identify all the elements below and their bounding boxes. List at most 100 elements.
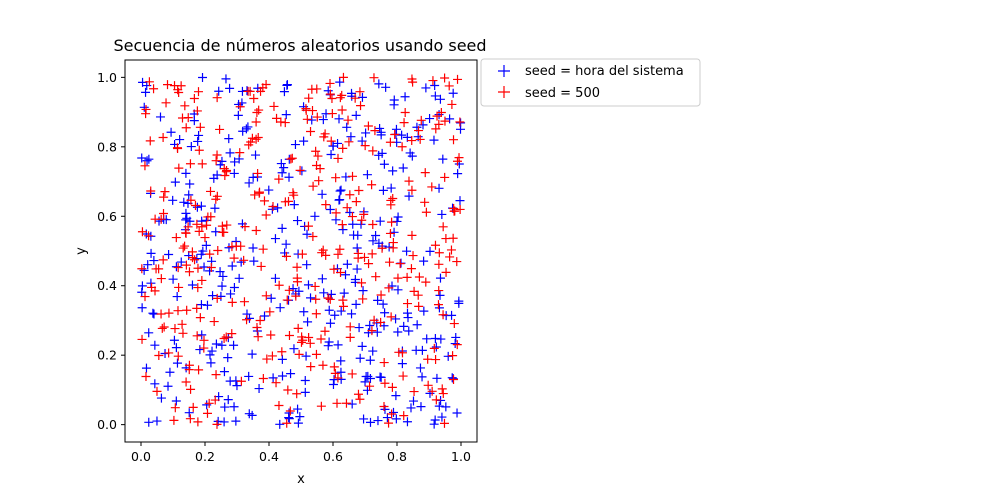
data-point <box>252 107 262 117</box>
data-point <box>168 195 178 205</box>
data-point <box>145 136 155 146</box>
data-point <box>150 379 160 389</box>
data-point <box>199 335 209 345</box>
data-point <box>185 159 195 169</box>
data-point <box>333 373 343 383</box>
data-point <box>379 159 389 169</box>
data-point <box>289 344 299 354</box>
data-point <box>141 229 151 239</box>
data-point <box>203 212 213 222</box>
data-point <box>229 340 239 350</box>
data-point <box>445 252 455 262</box>
data-point <box>317 274 327 284</box>
data-point <box>181 377 191 387</box>
data-point <box>246 137 256 147</box>
data-point <box>243 86 253 96</box>
data-point <box>452 340 462 350</box>
data-point <box>430 80 440 90</box>
data-point <box>254 384 264 394</box>
y-tick-label: 0.8 <box>97 139 117 154</box>
data-point <box>316 334 326 344</box>
data-point <box>159 192 169 202</box>
data-point <box>190 255 200 265</box>
data-point <box>434 259 444 269</box>
data-point <box>334 114 344 124</box>
data-point <box>159 322 169 332</box>
data-point <box>192 303 202 313</box>
data-point <box>154 216 164 226</box>
data-point <box>227 329 237 339</box>
data-point <box>357 136 367 146</box>
data-point <box>367 326 377 336</box>
data-point <box>217 281 227 291</box>
data-point <box>314 176 324 186</box>
data-point <box>164 249 174 259</box>
data-point <box>303 280 313 290</box>
data-point <box>301 104 311 114</box>
data-point <box>171 343 181 353</box>
data-point <box>213 246 223 256</box>
data-point <box>234 273 244 283</box>
data-point <box>449 135 459 145</box>
data-point <box>181 228 191 238</box>
data-point <box>434 119 444 129</box>
data-point <box>244 371 254 381</box>
data-point <box>325 294 335 304</box>
data-point <box>270 234 280 244</box>
data-point <box>357 92 367 102</box>
data-point <box>447 99 457 109</box>
data-point <box>236 376 246 386</box>
data-point <box>446 245 456 255</box>
data-point <box>235 148 245 158</box>
data-point <box>385 228 395 238</box>
data-point <box>258 244 268 254</box>
data-point <box>455 196 465 206</box>
data-point <box>177 319 187 329</box>
data-point <box>256 261 266 271</box>
data-point <box>338 72 348 82</box>
data-point <box>188 402 198 412</box>
data-point <box>380 308 390 318</box>
data-point <box>247 349 257 359</box>
data-point <box>391 391 401 401</box>
data-point <box>393 273 403 283</box>
data-point <box>356 101 366 111</box>
data-point <box>368 346 378 356</box>
data-point <box>325 78 335 88</box>
data-point <box>338 225 348 235</box>
data-point <box>227 261 237 271</box>
data-point <box>239 297 249 307</box>
data-point <box>420 197 430 207</box>
data-point <box>436 395 446 405</box>
x-tick-label: 0.6 <box>323 449 343 464</box>
data-point <box>219 164 229 174</box>
data-point <box>375 123 385 133</box>
data-point <box>212 419 222 429</box>
data-point <box>211 339 221 349</box>
data-point <box>434 183 444 193</box>
data-point <box>219 367 229 377</box>
data-point <box>399 321 409 331</box>
data-point <box>216 291 226 301</box>
data-point <box>323 341 333 351</box>
data-point <box>195 122 205 132</box>
data-point <box>414 126 424 136</box>
data-point <box>195 313 205 323</box>
data-point <box>249 256 259 266</box>
data-point <box>215 124 225 134</box>
data-point <box>258 83 268 93</box>
data-point <box>331 173 341 183</box>
data-point <box>274 174 284 184</box>
legend-marker-red <box>498 86 510 98</box>
data-point <box>375 372 385 382</box>
data-point <box>251 150 261 160</box>
data-point <box>413 290 423 300</box>
data-point <box>210 203 220 213</box>
data-point <box>185 414 195 424</box>
data-point <box>321 200 331 210</box>
data-point <box>193 136 203 146</box>
data-point <box>193 263 203 273</box>
data-point <box>208 291 218 301</box>
data-point <box>327 109 337 119</box>
